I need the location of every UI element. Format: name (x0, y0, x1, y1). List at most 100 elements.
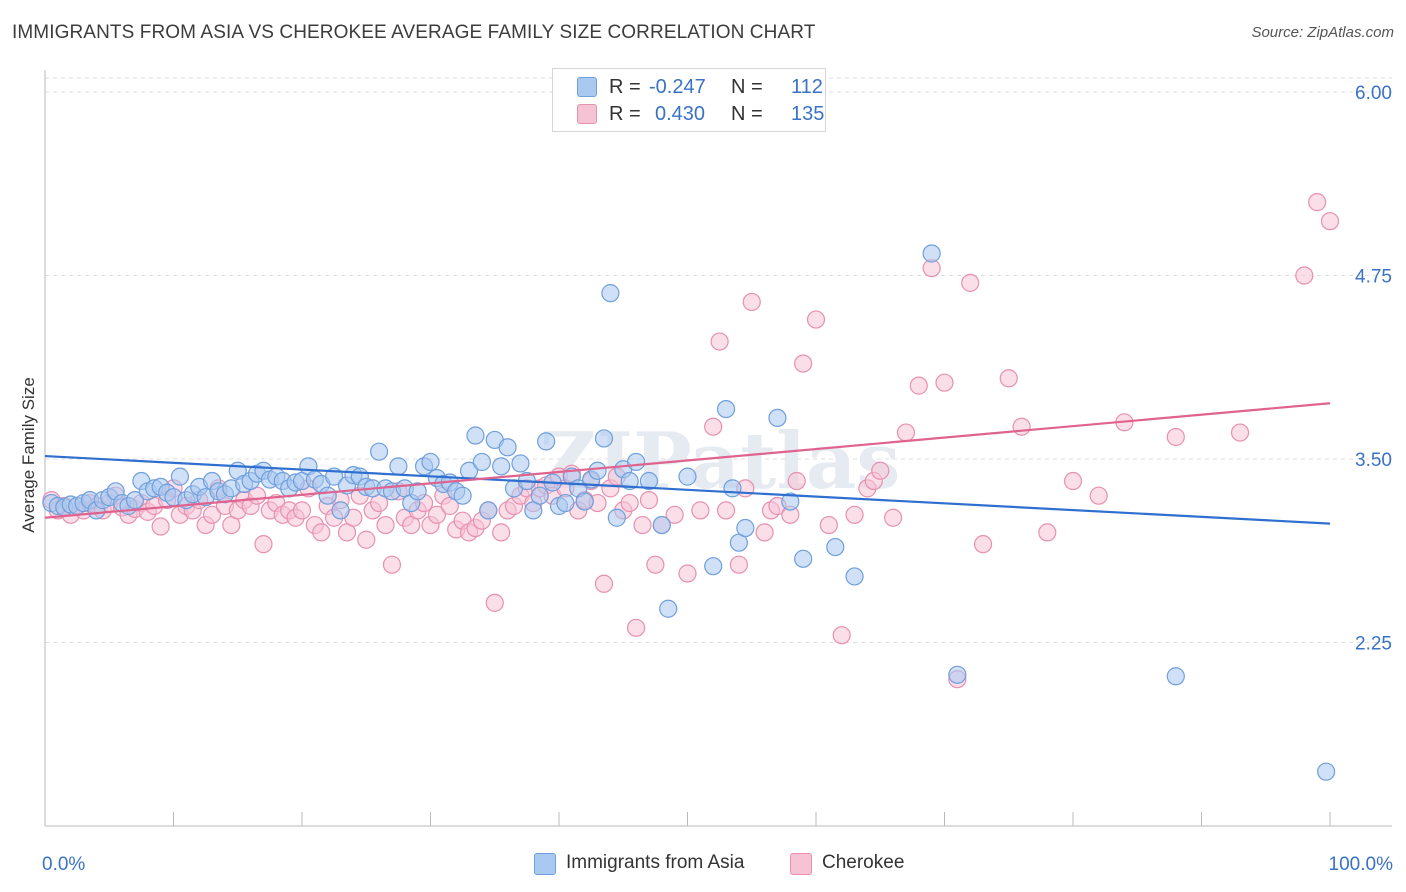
immigrants-point (498, 438, 517, 457)
cherokee-point (1308, 193, 1327, 212)
bottom-legend-swatch-cherokee (790, 853, 812, 875)
cherokee-point (883, 508, 903, 527)
cherokee-point (594, 574, 614, 593)
immigrants-point (704, 557, 723, 576)
immigrants-point (768, 408, 787, 428)
legend-n-label: N = (731, 76, 763, 98)
legend-r-label: R = (609, 103, 641, 125)
immigrants-point (626, 452, 646, 472)
cherokee-point (1089, 486, 1108, 505)
immigrants-point (620, 471, 639, 491)
cherokee-point (845, 505, 864, 524)
cherokee-point (716, 501, 736, 520)
cherokee-point (292, 501, 312, 520)
cherokee-point (1320, 212, 1340, 231)
immigrants-point (845, 567, 864, 586)
cherokee-point (492, 523, 511, 542)
legend-swatch-immigrants (577, 77, 597, 97)
immigrants-point (170, 467, 190, 486)
chart-title: IMMIGRANTS FROM ASIA VS CHEROKEE AVERAGE… (12, 22, 816, 43)
immigrants-point (736, 518, 755, 538)
cherokee-point (427, 505, 447, 524)
cherokee-point (973, 535, 993, 554)
cherokee-point (633, 515, 652, 535)
x-tick-label-max: 100.0% (1329, 854, 1394, 875)
immigrants-point (408, 482, 427, 501)
cherokee-point (755, 523, 774, 542)
x-tick-label-min: 0.0% (42, 854, 85, 875)
cherokee-point (485, 593, 504, 612)
immigrants-point (537, 432, 556, 451)
cherokee-point (665, 505, 684, 524)
immigrants-point (594, 429, 614, 448)
immigrants-trend-line (44, 454, 1331, 525)
trend-lines (44, 402, 1331, 525)
stats-legend: R = -0.247 N = 112 R = 0.430 N = 135 (552, 68, 826, 132)
cherokee-point (806, 310, 826, 329)
cherokee-point (1012, 417, 1031, 436)
immigrants-point (556, 493, 575, 513)
immigrants-point (652, 515, 671, 535)
immigrants-point (794, 549, 813, 568)
immigrants-point (826, 537, 845, 557)
cherokee-point (742, 292, 761, 312)
legend-r-label: R = (609, 76, 641, 98)
cherokee-point (254, 535, 273, 554)
immigrants-point (575, 492, 594, 511)
cherokee-point (678, 564, 697, 583)
cherokee-point (1295, 266, 1314, 285)
cherokee-point (832, 626, 851, 645)
immigrants-point (922, 244, 941, 263)
axes-layer (44, 70, 1392, 827)
cherokee-point (999, 369, 1018, 388)
y-tick-label: 6.00 (1355, 83, 1392, 104)
grid-layer (45, 77, 1392, 644)
legend-n-value-cherokee: 135 (791, 103, 825, 125)
legend-n-value-immigrants: 112 (791, 76, 823, 98)
immigrants-point (781, 492, 800, 511)
immigrants-point (1166, 667, 1185, 686)
cherokee-point (620, 493, 639, 513)
legend-swatch-cherokee (577, 104, 597, 124)
cherokee-point (312, 523, 331, 542)
y-axis-title: Average Family Size (19, 377, 38, 533)
bottom-legend-label-immigrants: Immigrants from Asia (566, 852, 745, 873)
immigrants-point (466, 426, 485, 445)
bottom-legend-label-cherokee: Cherokee (822, 852, 905, 873)
legend-r-value-immigrants: -0.247 (649, 76, 706, 98)
cherokee-point (639, 491, 659, 510)
immigrants-point (639, 471, 659, 491)
immigrants-point (370, 442, 389, 461)
cherokee-point (794, 354, 813, 373)
immigrants-point (1317, 762, 1336, 781)
cherokee-trend-line (44, 402, 1331, 519)
immigrants-point (492, 457, 511, 476)
cherokee-point (1038, 523, 1057, 542)
y-tick-label: 4.75 (1355, 267, 1392, 288)
bottom-legend-swatch-immigrants (534, 853, 556, 875)
immigrants-point (723, 479, 742, 498)
y-tick-label: 2.25 (1355, 634, 1392, 655)
immigrants-point (331, 501, 350, 520)
cherokee-point (691, 501, 710, 520)
cherokee-point (1166, 427, 1185, 447)
immigrants-point (607, 508, 626, 527)
immigrants-point (479, 501, 498, 520)
cherokee-point (646, 555, 665, 574)
source-label: Source: ZipAtlas.com (1251, 24, 1394, 41)
y-tick-label: 3.50 (1355, 450, 1392, 471)
cherokee-point (1063, 471, 1083, 491)
cherokee-point (896, 423, 916, 442)
immigrants-point (678, 467, 697, 486)
cherokee-point (357, 530, 376, 549)
immigrants-point (716, 399, 736, 419)
cherokee-point (729, 555, 749, 574)
cherokee-point (871, 461, 890, 480)
cherokee-point (151, 517, 170, 536)
legend-n-label: N = (731, 103, 763, 125)
cherokee-point (710, 332, 729, 351)
immigrants-point (659, 599, 678, 618)
immigrants-point (389, 457, 408, 476)
immigrants-point (530, 486, 549, 505)
